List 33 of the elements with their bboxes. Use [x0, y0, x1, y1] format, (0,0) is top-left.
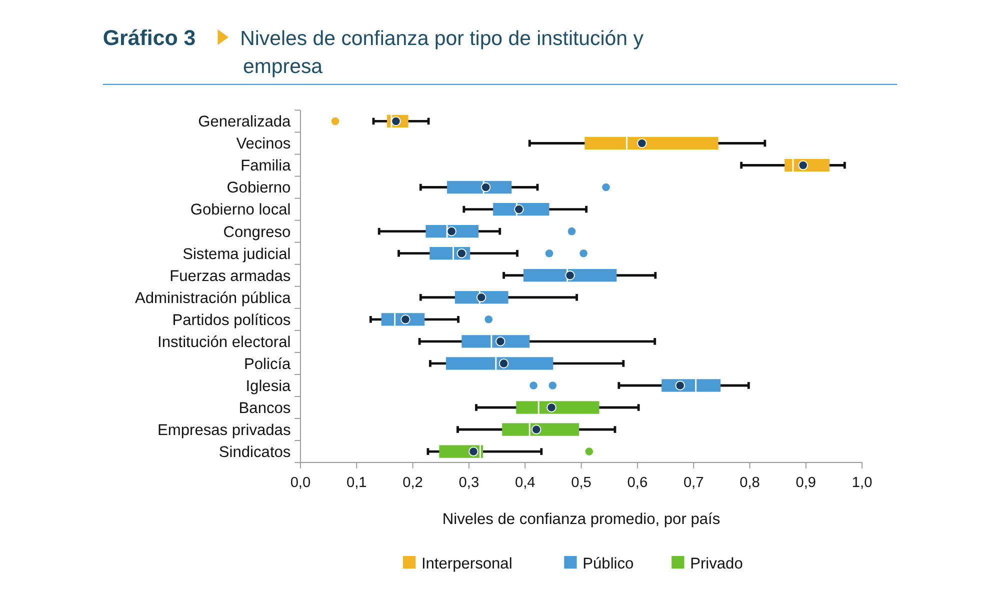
- y-tick-label: Congreso: [223, 224, 291, 241]
- x-tick-label: 0,1: [346, 474, 367, 491]
- y-tick-label: Iglesia: [246, 378, 292, 395]
- y-tick-label: Gobierno local: [190, 202, 291, 219]
- y-tick-label: Fuerzas armadas: [170, 268, 291, 285]
- y-tick-label: Sistema judicial: [182, 246, 291, 263]
- legend-label: Público: [582, 555, 634, 572]
- chart-subtitle: Niveles de confianza por tipo de institución y empresa: [240, 26, 644, 78]
- y-tick-label: Empresas privadas: [158, 422, 291, 439]
- x-tick-label: 1,0: [852, 474, 872, 491]
- x-tick-label: 0,2: [402, 474, 423, 491]
- legend-label: Interpersonal: [421, 555, 512, 572]
- x-tick-label: 0,9: [796, 474, 816, 491]
- x-tick-label: 0,7: [683, 474, 704, 491]
- y-tick-label: Bancos: [238, 400, 291, 417]
- x-tick-label: 0,3: [458, 474, 480, 491]
- x-axis-title: Niveles de confianza promedio, por país: [442, 510, 720, 528]
- x-tick-label: 0,4: [514, 474, 536, 491]
- y-tick-label: Policía: [244, 356, 292, 373]
- y-tick-label: Sindicatos: [218, 444, 291, 461]
- y-tick-label: Gobierno: [226, 180, 291, 197]
- legend-label: Privado: [690, 555, 743, 572]
- chart-title: Gráfico 3: [102, 26, 196, 50]
- x-tick-label: 0,6: [627, 474, 648, 491]
- y-tick-label: Institución electoral: [158, 334, 291, 351]
- y-tick-label: Generalizada: [198, 114, 292, 131]
- y-tick-label: Familia: [240, 158, 292, 175]
- x-tick-label: 0,0: [290, 474, 311, 491]
- x-tick-label: 0,8: [740, 474, 760, 491]
- x-tick-label: 0,5: [571, 474, 592, 491]
- y-tick-label: Administración pública: [135, 290, 292, 307]
- y-tick-label: Partidos políticos: [172, 312, 291, 329]
- y-tick-label: Vecinos: [236, 136, 291, 153]
